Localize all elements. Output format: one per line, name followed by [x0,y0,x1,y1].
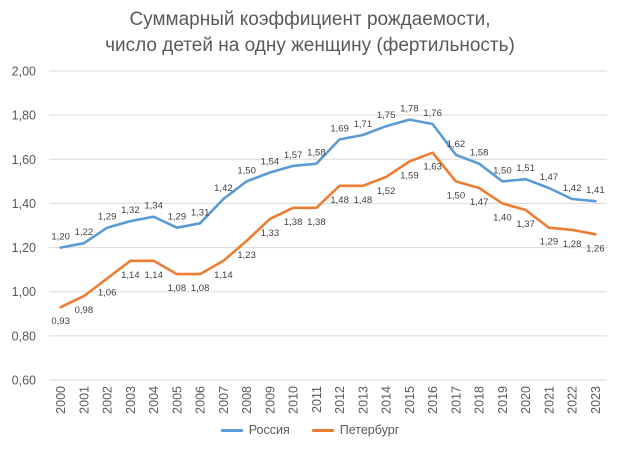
x-tick-label: 2003 [124,386,138,414]
y-tick-label: 1,60 [12,153,36,167]
chart-title-line-1: Суммарный коэффициент рождаемости, [129,9,491,30]
data-label-russia: 1,20 [51,232,70,243]
data-label-russia: 1,42 [563,183,582,194]
x-tick-label: 2012 [333,386,347,414]
data-label-peterburg: 1,59 [400,170,419,181]
data-label-peterburg: 1,28 [563,239,582,250]
legend-entry-peterburg: Петербург [311,423,400,437]
data-label-russia: 1,42 [214,183,233,194]
data-label-peterburg: 1,52 [377,186,396,197]
data-label-peterburg: 1,48 [354,195,373,206]
data-label-peterburg: 1,29 [540,237,559,248]
data-label-russia: 1,54 [261,157,280,168]
x-tick-label: 2013 [356,386,370,414]
data-label-russia: 1,47 [540,172,559,183]
x-tick-label: 2001 [77,386,91,414]
data-label-russia: 1,29 [98,212,117,223]
x-tick-label: 2016 [426,386,440,414]
data-label-peterburg: 1,08 [191,283,210,294]
legend-label-russia: Россия [248,423,290,437]
data-label-russia: 1,57 [284,150,303,161]
x-tick-label: 2014 [380,386,394,414]
data-label-peterburg: 1,47 [470,197,489,208]
y-tick-label: 1,40 [12,197,36,211]
y-tick-label: 0,80 [12,329,36,343]
data-label-peterburg: 1,63 [423,162,442,173]
x-tick-label: 2000 [54,386,68,414]
data-label-peterburg: 1,14 [214,270,233,281]
data-label-peterburg: 1,08 [168,283,187,294]
data-label-peterburg: 0,93 [51,316,70,327]
legend-swatch-peterburg [311,428,334,432]
x-tick-label: 2002 [101,386,115,414]
y-tick-label: 1,80 [12,109,36,123]
data-label-peterburg: 1,23 [237,250,256,261]
data-label-russia: 1,69 [330,123,349,134]
data-label-peterburg: 1,38 [284,217,303,228]
data-label-russia: 1,71 [354,119,373,130]
data-label-peterburg: 1,33 [261,228,280,239]
data-label-russia: 1,58 [307,148,326,159]
data-label-russia: 1,31 [191,207,210,218]
x-tick-label: 2019 [496,386,510,414]
x-tick-label: 2011 [310,386,324,413]
x-tick-label: 2009 [263,386,277,414]
data-label-peterburg: 1,06 [98,287,117,298]
data-label-russia: 1,51 [516,163,535,174]
data-label-russia: 1,50 [237,165,256,176]
x-tick-label: 2018 [473,386,487,414]
x-tick-label: 2023 [589,386,603,414]
data-label-russia: 1,75 [377,110,396,121]
data-label-russia: 1,34 [144,201,163,212]
x-tick-label: 2020 [519,386,533,414]
x-tick-label: 2008 [240,386,254,414]
x-tick-label: 2004 [147,386,161,414]
legend-swatch-russia [220,428,243,432]
data-label-russia: 1,62 [447,139,466,150]
data-label-russia: 1,76 [423,108,442,119]
x-tick-label: 2021 [542,386,556,414]
legend: Россия Петербург [0,423,620,437]
data-label-peterburg: 1,14 [121,270,140,281]
x-tick-label: 2005 [170,386,184,414]
x-tick-label: 2006 [194,386,208,414]
data-label-peterburg: 1,38 [307,217,326,228]
legend-entry-russia: Россия [220,423,290,437]
legend-label-peterburg: Петербург [339,423,400,437]
x-tick-label: 2022 [566,386,580,414]
y-tick-label: 2,00 [12,65,36,79]
y-tick-label: 1,00 [12,285,36,299]
data-label-peterburg: 1,14 [144,270,163,281]
chart-title-line-2: число детей на одну женщину (фертильност… [105,35,515,56]
data-label-peterburg: 1,37 [516,219,535,230]
x-tick-label: 2015 [403,386,417,414]
y-tick-label: 1,20 [12,241,36,255]
y-tick-label: 0,60 [12,374,36,388]
x-tick-label: 2007 [217,386,231,414]
data-label-peterburg: 1,40 [493,212,512,223]
data-label-peterburg: 0,98 [75,305,94,316]
data-label-russia: 1,58 [470,148,489,159]
data-label-russia: 1,29 [168,212,187,223]
data-label-peterburg: 1,50 [447,190,466,201]
data-label-russia: 1,41 [586,185,605,196]
x-tick-label: 2017 [449,386,463,414]
series-line-peterburg [59,151,597,309]
data-label-peterburg: 1,26 [586,243,605,254]
data-label-russia: 1,32 [121,205,140,216]
data-label-russia: 1,78 [400,104,419,115]
data-label-peterburg: 1,48 [330,195,349,206]
data-label-russia: 1,50 [493,165,512,176]
series-line-russia [59,118,597,249]
x-tick-label: 2010 [287,386,301,414]
data-label-russia: 1,22 [75,227,94,238]
